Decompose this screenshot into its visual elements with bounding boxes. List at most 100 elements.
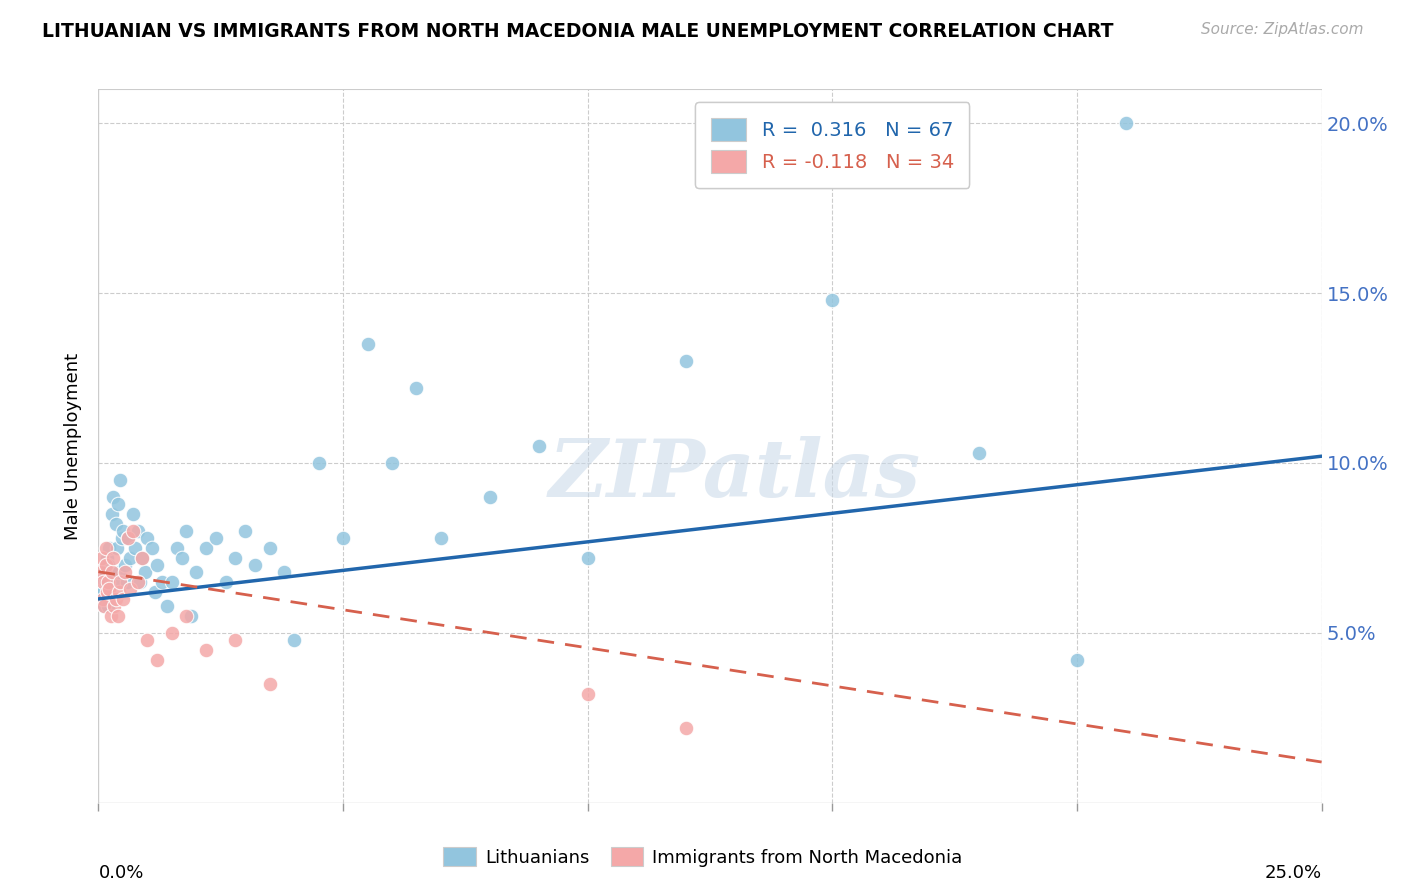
Point [121, 524, 143, 538]
Point [186, 565, 208, 579]
Text: Source: ZipAtlas.com: Source: ZipAtlas.com [1201, 22, 1364, 37]
Point [97, 558, 120, 572]
Point [91, 551, 114, 566]
Point [356, 337, 378, 351]
Point [104, 591, 127, 606]
Point [111, 524, 134, 538]
Point [124, 541, 146, 555]
Point [156, 599, 179, 613]
Point [117, 531, 139, 545]
Point [94, 558, 117, 572]
Point [98, 541, 121, 555]
Point [103, 574, 125, 589]
Point [108, 565, 131, 579]
Point [98, 582, 121, 596]
Point [180, 608, 202, 623]
Point [120, 582, 142, 596]
Point [110, 473, 132, 487]
Point [91, 574, 114, 589]
Point [103, 599, 125, 613]
Point [93, 599, 115, 613]
Point [405, 381, 427, 395]
Point [176, 608, 198, 623]
Point [136, 632, 159, 647]
Point [115, 574, 138, 589]
Point [94, 565, 117, 579]
Point [195, 643, 218, 657]
Point [101, 551, 124, 566]
Point [576, 687, 599, 701]
Point [150, 574, 173, 589]
Point [205, 531, 228, 545]
Point [91, 591, 114, 606]
Point [576, 551, 599, 566]
Point [136, 531, 159, 545]
Point [146, 558, 169, 572]
Point [146, 653, 169, 667]
Point [104, 517, 127, 532]
Point [96, 551, 118, 566]
Point [107, 608, 129, 623]
Point [91, 582, 114, 596]
Point [195, 541, 218, 555]
Point [129, 574, 152, 589]
Point [273, 565, 295, 579]
Point [214, 574, 236, 589]
Point [127, 574, 149, 589]
Point [134, 565, 156, 579]
Point [101, 565, 124, 579]
Point [259, 677, 281, 691]
Point [160, 626, 183, 640]
Point [121, 507, 143, 521]
Point [131, 551, 153, 566]
Point [101, 490, 124, 504]
Point [1066, 653, 1088, 667]
Point [107, 497, 129, 511]
Point [166, 541, 188, 555]
Point [141, 541, 163, 555]
Point [120, 551, 142, 566]
Point [160, 574, 183, 589]
Point [176, 524, 198, 538]
Point [108, 585, 131, 599]
Point [100, 608, 122, 623]
Text: LITHUANIAN VS IMMIGRANTS FROM NORTH MACEDONIA MALE UNEMPLOYMENT CORRELATION CHAR: LITHUANIAN VS IMMIGRANTS FROM NORTH MACE… [42, 22, 1114, 41]
Point [143, 585, 166, 599]
Point [967, 446, 990, 460]
Point [675, 354, 697, 368]
Point [127, 524, 149, 538]
Point [233, 524, 256, 538]
Point [111, 591, 134, 606]
Point [283, 632, 305, 647]
Point [94, 541, 117, 555]
Point [1115, 116, 1137, 130]
Point [308, 456, 330, 470]
Point [259, 541, 281, 555]
Point [91, 585, 114, 599]
Point [114, 558, 136, 572]
Point [381, 456, 404, 470]
Point [224, 551, 246, 566]
Point [111, 531, 134, 545]
Legend: R =  0.316   N = 67, R = -0.118   N = 34: R = 0.316 N = 67, R = -0.118 N = 34 [696, 103, 969, 188]
Point [224, 632, 246, 647]
Point [93, 599, 115, 613]
Y-axis label: Male Unemployment: Male Unemployment [65, 352, 83, 540]
Point [110, 574, 132, 589]
Point [101, 507, 124, 521]
Point [90, 565, 112, 579]
Point [96, 585, 118, 599]
Point [91, 591, 114, 606]
Point [332, 531, 354, 545]
Point [527, 439, 550, 453]
Point [131, 551, 153, 566]
Text: 0.0%: 0.0% [98, 864, 143, 882]
Text: 25.0%: 25.0% [1264, 864, 1322, 882]
Point [430, 531, 453, 545]
Text: ZIPatlas: ZIPatlas [548, 436, 921, 513]
Point [675, 721, 697, 735]
Point [478, 490, 501, 504]
Point [114, 565, 136, 579]
Point [821, 293, 844, 307]
Legend: Lithuanians, Immigrants from North Macedonia: Lithuanians, Immigrants from North Maced… [436, 840, 970, 874]
